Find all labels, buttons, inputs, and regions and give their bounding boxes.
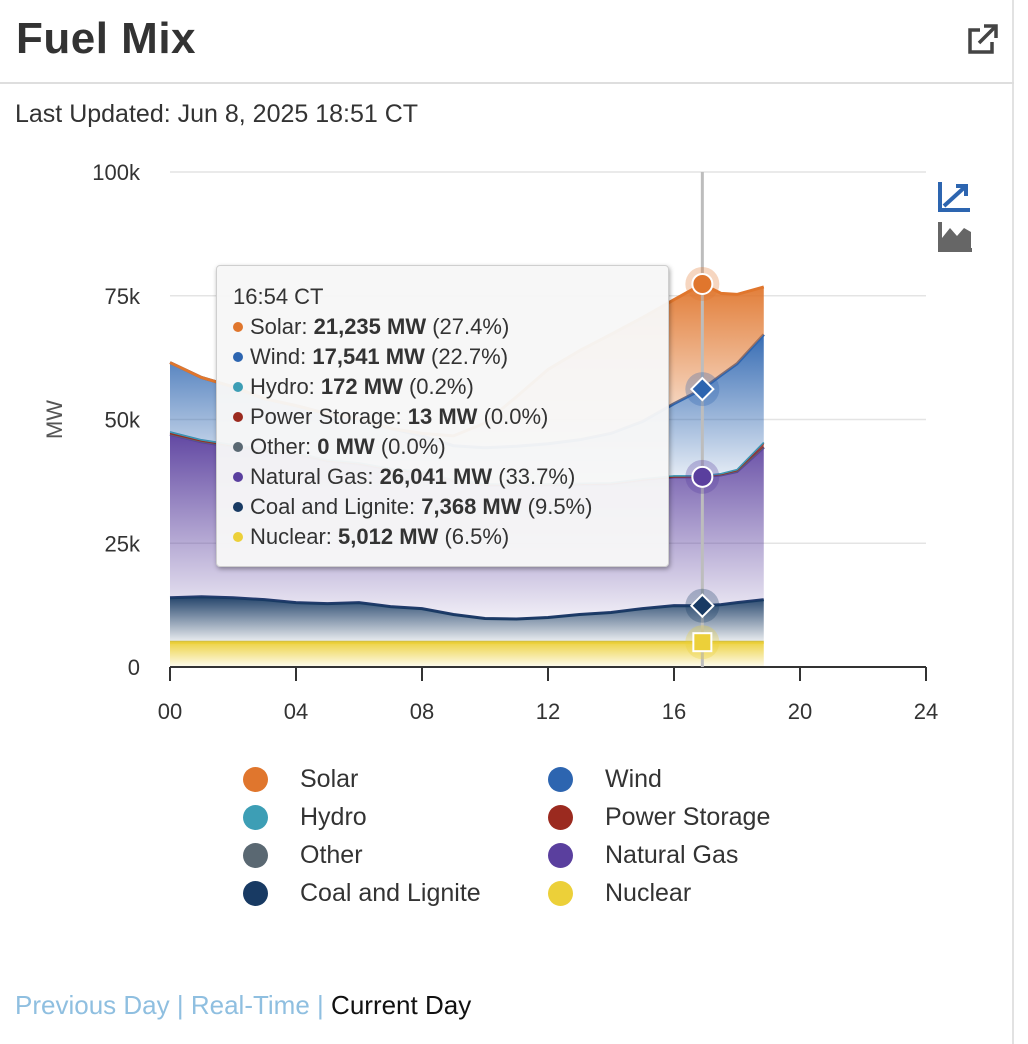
tooltip-label: Power Storage: <box>250 404 402 429</box>
x-tick-label: 12 <box>536 699 560 724</box>
tooltip-row: Power Storage: 13 MW (0.0%) <box>233 402 668 432</box>
last-updated: Last Updated: Jun 8, 2025 18:51 CT <box>15 100 419 128</box>
x-tick-label: 04 <box>284 699 308 724</box>
tooltip-percent: (9.5%) <box>527 494 593 519</box>
tooltip-value: 26,041 MW <box>379 464 493 489</box>
separator: | <box>176 990 184 1020</box>
current-day-label: Current Day <box>331 990 472 1020</box>
legend-label: Natural Gas <box>605 841 739 869</box>
tooltip-percent: (0.0%) <box>380 434 446 459</box>
legend-item[interactable]: Solar <box>240 762 530 798</box>
legend-label: Other <box>300 841 363 869</box>
tooltip-row: Solar: 21,235 MW (27.4%) <box>233 312 668 342</box>
legend-item[interactable]: Wind <box>545 762 835 798</box>
tooltip-value: 21,235 MW <box>313 314 427 339</box>
y-tick-label: 100k <box>92 160 141 185</box>
tooltip-label: Hydro: <box>250 374 315 399</box>
legend-dot-icon <box>243 881 268 906</box>
tooltip-label: Nuclear: <box>250 524 332 549</box>
external-link-icon[interactable] <box>962 20 1002 60</box>
legend-label: Wind <box>605 765 662 793</box>
series-dot-icon <box>233 412 243 422</box>
y-tick-label: 25k <box>105 531 141 556</box>
series-dot-icon <box>233 532 243 542</box>
tooltip-value: 17,541 MW <box>312 344 425 369</box>
separator: | <box>317 990 324 1020</box>
legend-label: Solar <box>300 765 359 793</box>
tooltip-label: Wind: <box>250 344 307 369</box>
tooltip-percent: (0.2%) <box>408 374 474 399</box>
x-tick-label: 00 <box>158 699 182 724</box>
marker-diamond <box>689 376 715 402</box>
legend-item[interactable]: Power Storage <box>545 800 835 836</box>
series-area-nuclear <box>170 642 764 667</box>
tooltip-percent: (22.7%) <box>431 344 509 369</box>
tooltip-value: 5,012 MW <box>338 524 439 549</box>
line-chart-icon[interactable] <box>936 178 974 219</box>
tooltip-row: Other: 0 MW (0.0%) <box>233 432 668 462</box>
tooltip-value: 7,368 MW <box>421 494 522 519</box>
y-tick-label: 0 <box>128 655 140 680</box>
x-tick-label: 20 <box>788 699 812 724</box>
tooltip-row: Coal and Lignite: 7,368 MW (9.5%) <box>233 492 668 522</box>
legend-label: Nuclear <box>605 879 692 907</box>
legend-dot-icon <box>548 767 573 792</box>
legend-dot-icon <box>548 805 573 830</box>
card-header: Fuel Mix <box>0 0 1014 84</box>
legend-item[interactable]: Other <box>240 838 530 874</box>
x-tick-label: 16 <box>662 699 686 724</box>
legend-label: Coal and Lignite <box>300 879 481 907</box>
series-dot-icon <box>233 352 243 362</box>
legend-item[interactable]: Nuclear <box>545 876 835 912</box>
legend-dot-icon <box>548 843 573 868</box>
tooltip-label: Natural Gas: <box>250 464 374 489</box>
marker-circle <box>691 272 714 295</box>
legend-item[interactable]: Hydro <box>240 800 530 836</box>
tooltip-row: Hydro: 172 MW (0.2%) <box>233 372 668 402</box>
tooltip-percent: (0.0%) <box>483 404 549 429</box>
series-dot-icon <box>233 502 243 512</box>
series-dot-icon <box>233 472 243 482</box>
y-axis-label: MW <box>42 400 67 439</box>
tooltip-row: Natural Gas: 26,041 MW (33.7%) <box>233 462 668 492</box>
y-tick-label: 75k <box>105 284 141 309</box>
marker-diamond <box>689 593 715 619</box>
tooltip-row: Nuclear: 5,012 MW (6.5%) <box>233 522 668 552</box>
legend-item[interactable]: Coal and Lignite <box>240 876 530 912</box>
series-dot-icon <box>233 382 243 392</box>
area-chart-icon[interactable] <box>938 220 974 257</box>
series-dot-icon <box>233 442 243 452</box>
marker-circle <box>691 465 714 488</box>
real-time-link[interactable]: Real-Time <box>190 990 310 1020</box>
tooltip-label: Solar: <box>250 314 308 339</box>
series-dot-icon <box>233 322 243 332</box>
tooltip-percent: (33.7%) <box>498 464 576 489</box>
tooltip-label: Other: <box>250 434 312 459</box>
chart-tooltip: 16:54 CT Solar: 21,235 MW (27.4%) Wind: 1… <box>216 265 669 567</box>
tooltip-label: Coal and Lignite: <box>250 494 416 519</box>
legend-dot-icon <box>243 843 268 868</box>
tooltip-row: Wind: 17,541 MW (22.7%) <box>233 342 668 372</box>
card-title: Fuel Mix <box>16 14 197 63</box>
series-area-coal-and-lignite <box>170 596 764 643</box>
legend-item[interactable]: Natural Gas <box>545 838 835 874</box>
marker-square <box>692 632 713 653</box>
tooltip-value: 172 MW <box>320 374 403 399</box>
x-tick-label: 24 <box>914 699 938 724</box>
tooltip-value: 0 MW <box>317 434 375 459</box>
day-selector: Previous Day | Real-Time | Current Day <box>15 990 471 1021</box>
y-tick-label: 50k <box>105 408 141 433</box>
legend-dot-icon <box>548 881 573 906</box>
legend-label: Power Storage <box>605 803 771 831</box>
previous-day-link[interactable]: Previous Day <box>15 990 170 1020</box>
legend-dot-icon <box>243 805 268 830</box>
tooltip-percent: (6.5%) <box>444 524 510 549</box>
tooltip-value: 13 MW <box>407 404 478 429</box>
tooltip-time: 16:54 CT <box>233 284 324 309</box>
tooltip-percent: (27.4%) <box>432 314 510 339</box>
legend-dot-icon <box>243 767 268 792</box>
x-tick-label: 08 <box>410 699 434 724</box>
legend-label: Hydro <box>300 803 367 831</box>
